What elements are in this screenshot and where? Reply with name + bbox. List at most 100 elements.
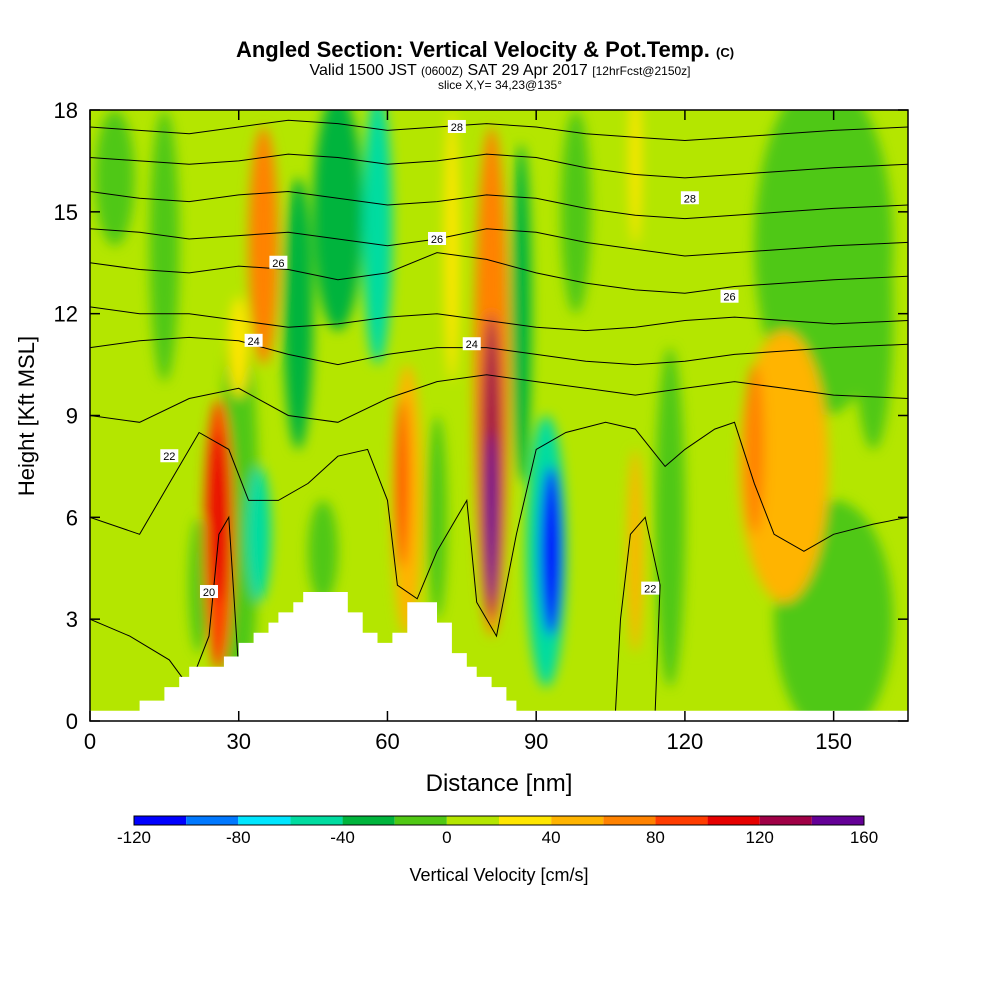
contour-label: 26 bbox=[431, 234, 443, 246]
chart-subtitle: Valid 1500 JST (0600Z) SAT 29 Apr 2017 [… bbox=[309, 62, 690, 79]
velocity-cell bbox=[511, 143, 532, 484]
velocity-cell bbox=[396, 398, 409, 569]
velocity-cell bbox=[629, 110, 642, 246]
y-tick-label: 15 bbox=[54, 200, 78, 225]
theta-contour bbox=[90, 306, 908, 332]
y-tick-label: 0 bbox=[66, 709, 78, 734]
contour-label-bg bbox=[428, 231, 447, 245]
colorbar-swatch bbox=[603, 816, 656, 825]
theta-contour bbox=[90, 374, 908, 423]
y-tick-label: 9 bbox=[66, 404, 78, 429]
colorbar-swatch bbox=[446, 816, 499, 825]
colorbar-tick-label: 40 bbox=[542, 828, 561, 847]
chart-title-units: (C) bbox=[716, 45, 734, 60]
colorbar-swatch bbox=[759, 816, 812, 825]
subtitle-fcst: [12hrFcst@2150z] bbox=[592, 64, 690, 78]
y-tick-label: 12 bbox=[54, 302, 78, 327]
colorbar-swatch bbox=[238, 816, 291, 825]
theta-contour bbox=[90, 190, 908, 220]
x-tick-label: 90 bbox=[524, 729, 548, 754]
y-axis-label: Height [Kft MSL] bbox=[14, 336, 39, 496]
contour-label: 24 bbox=[466, 339, 478, 351]
velocity-cell bbox=[655, 347, 685, 688]
velocity-cell bbox=[228, 296, 249, 399]
colorbar-tick-label: 0 bbox=[442, 828, 451, 847]
colorbar-frame bbox=[133, 815, 865, 826]
velocity-cell bbox=[283, 177, 314, 450]
velocity-cell bbox=[94, 110, 135, 246]
colorbar-swatch bbox=[655, 816, 708, 825]
y-axis: 0 3 6 9 12 15 18 bbox=[54, 98, 908, 734]
velocity-cell bbox=[189, 517, 209, 654]
slice-label: slice X,Y= 34,23@135° bbox=[438, 78, 562, 92]
contour-label: 28 bbox=[684, 193, 696, 205]
colorbar-tick-label: 80 bbox=[646, 828, 665, 847]
velocity-cell bbox=[560, 110, 591, 314]
contour-label: 22 bbox=[644, 584, 656, 596]
colorbar-swatch bbox=[290, 816, 343, 825]
plot-area: 20 22 22 24 24 26 26 26 28 28 bbox=[90, 110, 908, 721]
theta-contour bbox=[90, 119, 908, 142]
contour-label-bg bbox=[641, 581, 660, 595]
contour-label: 26 bbox=[272, 258, 284, 270]
velocity-cell bbox=[308, 500, 338, 603]
contour-label-bg bbox=[244, 333, 263, 347]
x-tick-label: 150 bbox=[815, 729, 852, 754]
colorbar-ticks: -120 -80 -40 0 40 80 120 160 bbox=[117, 828, 878, 847]
theta-contour bbox=[90, 252, 908, 294]
x-tick-label: 30 bbox=[226, 729, 250, 754]
colorbar-swatch bbox=[707, 816, 760, 825]
subtitle-utc: (0600Z) bbox=[421, 64, 463, 78]
velocity-cell bbox=[744, 364, 765, 535]
velocity-cell bbox=[248, 126, 279, 365]
colorbar-swatch bbox=[551, 816, 604, 825]
theta-contour bbox=[90, 515, 240, 689]
theta-contour bbox=[90, 421, 908, 638]
theta-contour bbox=[90, 228, 908, 257]
contour-label: 24 bbox=[247, 336, 259, 348]
contour-label: 22 bbox=[163, 451, 175, 463]
theta-contours bbox=[90, 119, 908, 711]
velocity-cell bbox=[485, 432, 498, 603]
subtitle-main: Valid 1500 JST bbox=[309, 62, 417, 79]
contour-label: 20 bbox=[203, 587, 215, 599]
velocity-cell bbox=[313, 110, 363, 331]
colorbar-tick-label: -40 bbox=[330, 828, 355, 847]
x-axis: 0 30 60 90 120 150 bbox=[84, 110, 852, 754]
velocity-cell bbox=[246, 466, 271, 603]
velocity-cell bbox=[539, 466, 563, 637]
y-tick-label: 6 bbox=[66, 505, 78, 530]
colorbar-tick-label: 160 bbox=[850, 828, 878, 847]
contour-label: 28 bbox=[451, 122, 463, 134]
velocity-cell bbox=[149, 110, 180, 382]
chart-title: Angled Section: Vertical Velocity & Pot.… bbox=[236, 37, 734, 62]
contour-label: 26 bbox=[723, 292, 735, 304]
colorbar-tick-label: -120 bbox=[117, 828, 151, 847]
chart-title-text: Angled Section: Vertical Velocity & Pot.… bbox=[236, 37, 710, 62]
contour-label-bg bbox=[199, 585, 218, 599]
subtitle-date: SAT 29 Apr 2017 bbox=[467, 62, 587, 79]
velocity-cell bbox=[627, 449, 643, 654]
colorbar-label: Vertical Velocity [cm/s] bbox=[409, 865, 588, 885]
colorbar-swatch bbox=[394, 816, 447, 825]
velocity-cell bbox=[427, 415, 447, 620]
terrain bbox=[90, 592, 908, 721]
colorbar-tick-label: -80 bbox=[226, 828, 251, 847]
colorbar-swatch bbox=[811, 816, 864, 825]
colorbar bbox=[133, 815, 865, 826]
velocity-cell bbox=[362, 110, 393, 365]
contour-label-bg bbox=[269, 255, 288, 269]
contour-label-bg bbox=[160, 449, 179, 463]
y-tick-label: 3 bbox=[66, 607, 78, 632]
velocity-cell bbox=[209, 432, 228, 603]
colorbar-swatch bbox=[499, 816, 552, 825]
colorbar-tick-label: 120 bbox=[746, 828, 774, 847]
x-tick-label: 120 bbox=[667, 729, 704, 754]
theta-contour bbox=[615, 516, 661, 711]
contour-label-bg bbox=[720, 289, 739, 303]
theta-contour-labels: 20 22 22 24 24 26 26 26 28 28 bbox=[160, 119, 739, 599]
x-axis-label: Distance [nm] bbox=[426, 770, 573, 797]
contour-label-bg bbox=[447, 119, 466, 133]
contour-label-bg bbox=[680, 191, 699, 205]
